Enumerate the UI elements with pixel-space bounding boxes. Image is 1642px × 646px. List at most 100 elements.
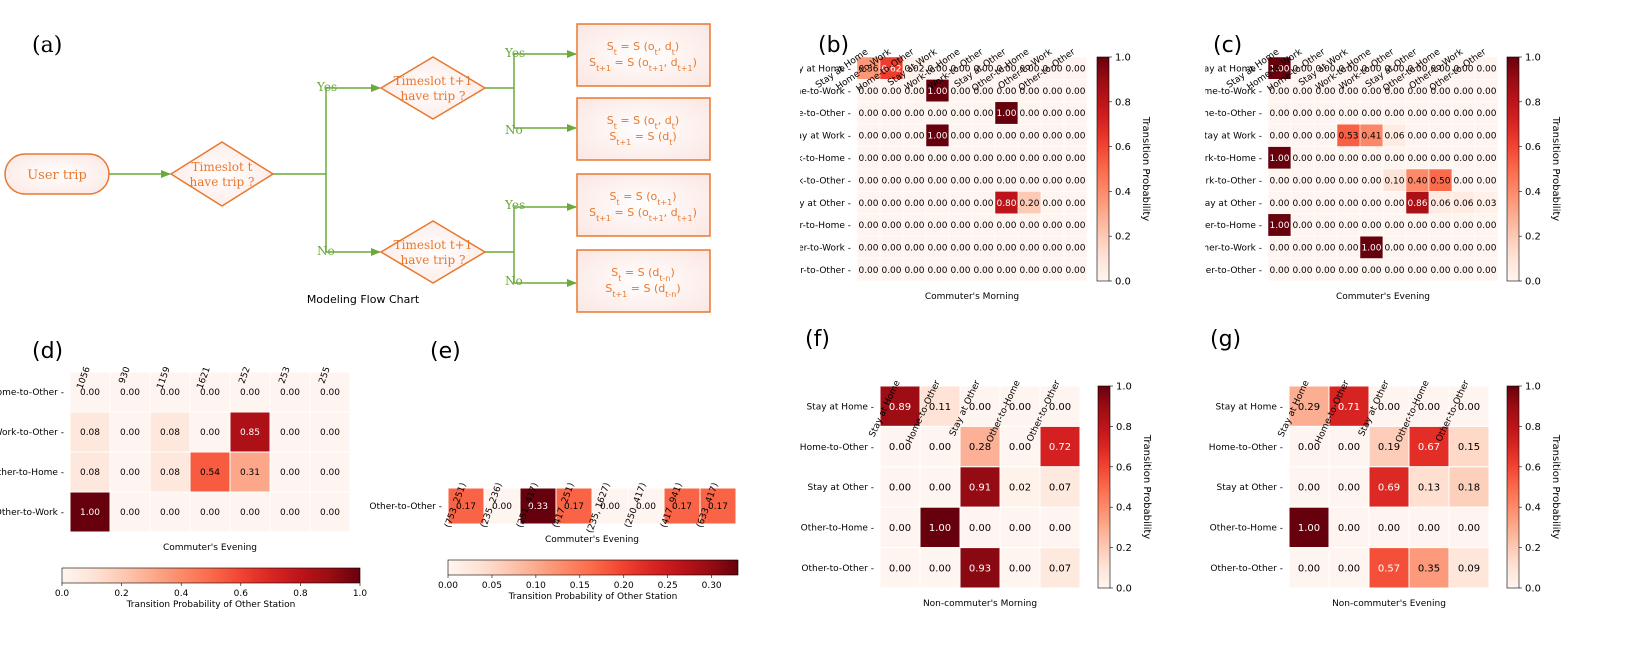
cell-value-label: 0.00 xyxy=(858,154,878,164)
cell-value-label: 0.00 xyxy=(973,199,993,209)
heatmap-cell xyxy=(879,425,921,468)
cell-value-label: 0.00 xyxy=(881,132,901,142)
cell-value-label: 0.00 xyxy=(1049,402,1071,413)
cell-value-label: 0.00 xyxy=(1361,64,1381,74)
row-label: Other-to-Other - xyxy=(370,502,442,512)
cell-value-label: 0.00 xyxy=(858,266,878,276)
cell-value-label: 0.00 xyxy=(858,199,878,209)
cell-value-label: 0.00 xyxy=(1361,87,1381,97)
cell-value-label: 0.00 xyxy=(881,154,901,164)
heatmap-cell xyxy=(1448,547,1490,589)
colorbar xyxy=(1097,385,1111,589)
row-label: Other-to-Home - xyxy=(0,468,64,478)
cell-value-label: 0.00 xyxy=(1065,132,1085,142)
cell-value-label: 0.00 xyxy=(950,221,970,231)
cell-value-label: 0.00 xyxy=(1315,87,1335,97)
heatmap-cell xyxy=(229,491,271,533)
cell-value-label: 0.91 xyxy=(969,483,991,494)
cell-value-label: 0.00 xyxy=(1269,244,1289,254)
cell-value-label: 0.00 xyxy=(973,244,993,254)
heatmap-c: (c)1.00 0.00 0.00 0.00 0.00 0.00 0.00 0.00 0.00 0… xyxy=(1205,33,1561,302)
cell-value-label: 0.00 xyxy=(1361,109,1381,119)
heatmap-cell xyxy=(959,385,1001,427)
cell-value-label: 0.00 xyxy=(996,87,1016,97)
cell-value-label: 0.00 xyxy=(1019,154,1039,164)
cell-value-label: 0.00 xyxy=(1019,132,1039,142)
row-label: Home-to-Other - xyxy=(800,443,874,453)
row-label: Other-to-Work - xyxy=(1205,244,1262,254)
cell-value-label: 0.20 xyxy=(1019,199,1039,209)
cell-value-label: 0.36 xyxy=(858,64,878,74)
x-axis-label: Commuter's Evening xyxy=(545,535,639,545)
outcome-formula: St = S (ot, dt) xyxy=(607,114,679,131)
colorbar-tick-label: 1.0 xyxy=(1115,53,1131,64)
cell-value-label: 0.00 xyxy=(280,468,300,478)
heatmap-cell xyxy=(1448,466,1490,508)
heatmap-cell xyxy=(1408,506,1450,549)
colorbar-tick-label: 0.00 xyxy=(438,581,458,591)
cell-value-label: 0.00 xyxy=(1019,176,1039,186)
colorbar-tick-label: 0.20 xyxy=(614,581,634,591)
cell-value-label: 0.00 xyxy=(1407,64,1427,74)
cell-value-label: 0.00 xyxy=(1338,87,1358,97)
colorbar-tick-label: 1.0 xyxy=(1525,53,1541,64)
cell-value-label: 1.00 xyxy=(927,87,947,97)
cell-value-label: 0.00 xyxy=(160,388,180,398)
cell-value-label: 0.00 xyxy=(1042,64,1062,74)
cell-value-label: 0.00 xyxy=(1476,176,1496,186)
cell-value-label: 0.00 xyxy=(1042,266,1062,276)
cell-value-label: 0.00 xyxy=(1269,87,1289,97)
cell-value-label: 0.00 xyxy=(280,428,300,438)
colorbar-tick-label: 0.0 xyxy=(55,589,70,599)
cell-value-label: 0.17 xyxy=(708,502,728,512)
decision-timeslot-t xyxy=(169,141,275,207)
row-label: Other-to-Home - xyxy=(801,524,874,534)
cell-value-label: 0.00 xyxy=(904,221,924,231)
cell-value-label: 0.00 xyxy=(1430,132,1450,142)
cell-value-label: 0.00 xyxy=(1453,132,1473,142)
row-label: Work-to-Home - xyxy=(800,154,851,164)
row-label: Stay at Work - xyxy=(800,132,851,142)
heatmap-cell xyxy=(1408,547,1450,589)
cell-value-label: 0.00 xyxy=(1384,266,1404,276)
cell-value-label: 0.00 xyxy=(1453,154,1473,164)
cell-value-label: 0.13 xyxy=(1418,483,1440,494)
row-label: Home-to-Other - xyxy=(800,109,851,119)
cell-value-label: 0.06 xyxy=(1384,132,1404,142)
row-label: Other-to-Work - xyxy=(800,244,851,254)
cell-value-label: 0.00 xyxy=(881,109,901,119)
cell-value-label: 0.00 xyxy=(929,442,951,453)
colorbar-tick-label: 0.05 xyxy=(482,581,502,591)
cell-value-label: 1.00 xyxy=(1298,523,1320,534)
cell-value-label: 0.00 xyxy=(1315,154,1335,164)
heatmap-cell xyxy=(189,371,231,413)
cell-value-label: 0.35 xyxy=(1418,563,1440,574)
cell-value-label: 0.00 xyxy=(950,109,970,119)
row-label: Home-to-Work - xyxy=(800,87,851,97)
cell-value-label: 0.00 xyxy=(1407,221,1427,231)
yes-label-3: Yes xyxy=(504,198,525,212)
cell-value-label: 0.00 xyxy=(1476,266,1496,276)
cell-value-label: 0.00 xyxy=(996,132,1016,142)
cell-value-label: 0.00 xyxy=(1361,199,1381,209)
cell-value-label: 0.00 xyxy=(280,508,300,518)
x-axis-label: Commuter's Evening xyxy=(1336,292,1430,302)
cell-value-label: 0.00 xyxy=(904,266,924,276)
cell-value-label: 0.00 xyxy=(996,64,1016,74)
colorbar xyxy=(1506,385,1520,589)
cell-value-label: 0.00 xyxy=(904,199,924,209)
row-label: Stay at Work - xyxy=(1205,132,1262,142)
cell-value-label: 0.00 xyxy=(1338,154,1358,164)
cell-value-label: 0.00 xyxy=(1042,244,1062,254)
panel-label: (e) xyxy=(430,339,461,364)
cell-value-label: 0.06 xyxy=(1430,199,1450,209)
cell-value-label: 0.00 xyxy=(1384,109,1404,119)
cell-value-label: 0.00 xyxy=(1292,266,1312,276)
heatmap-cell xyxy=(109,411,151,453)
cell-value-label: 0.00 xyxy=(1019,64,1039,74)
colorbar-label: Transition Probability xyxy=(1140,116,1151,221)
heatmap-cell xyxy=(1039,466,1081,508)
heatmap-cell xyxy=(999,547,1041,589)
heatmap-cell xyxy=(999,425,1041,468)
decision-timeslot-t1-lower xyxy=(379,220,487,284)
